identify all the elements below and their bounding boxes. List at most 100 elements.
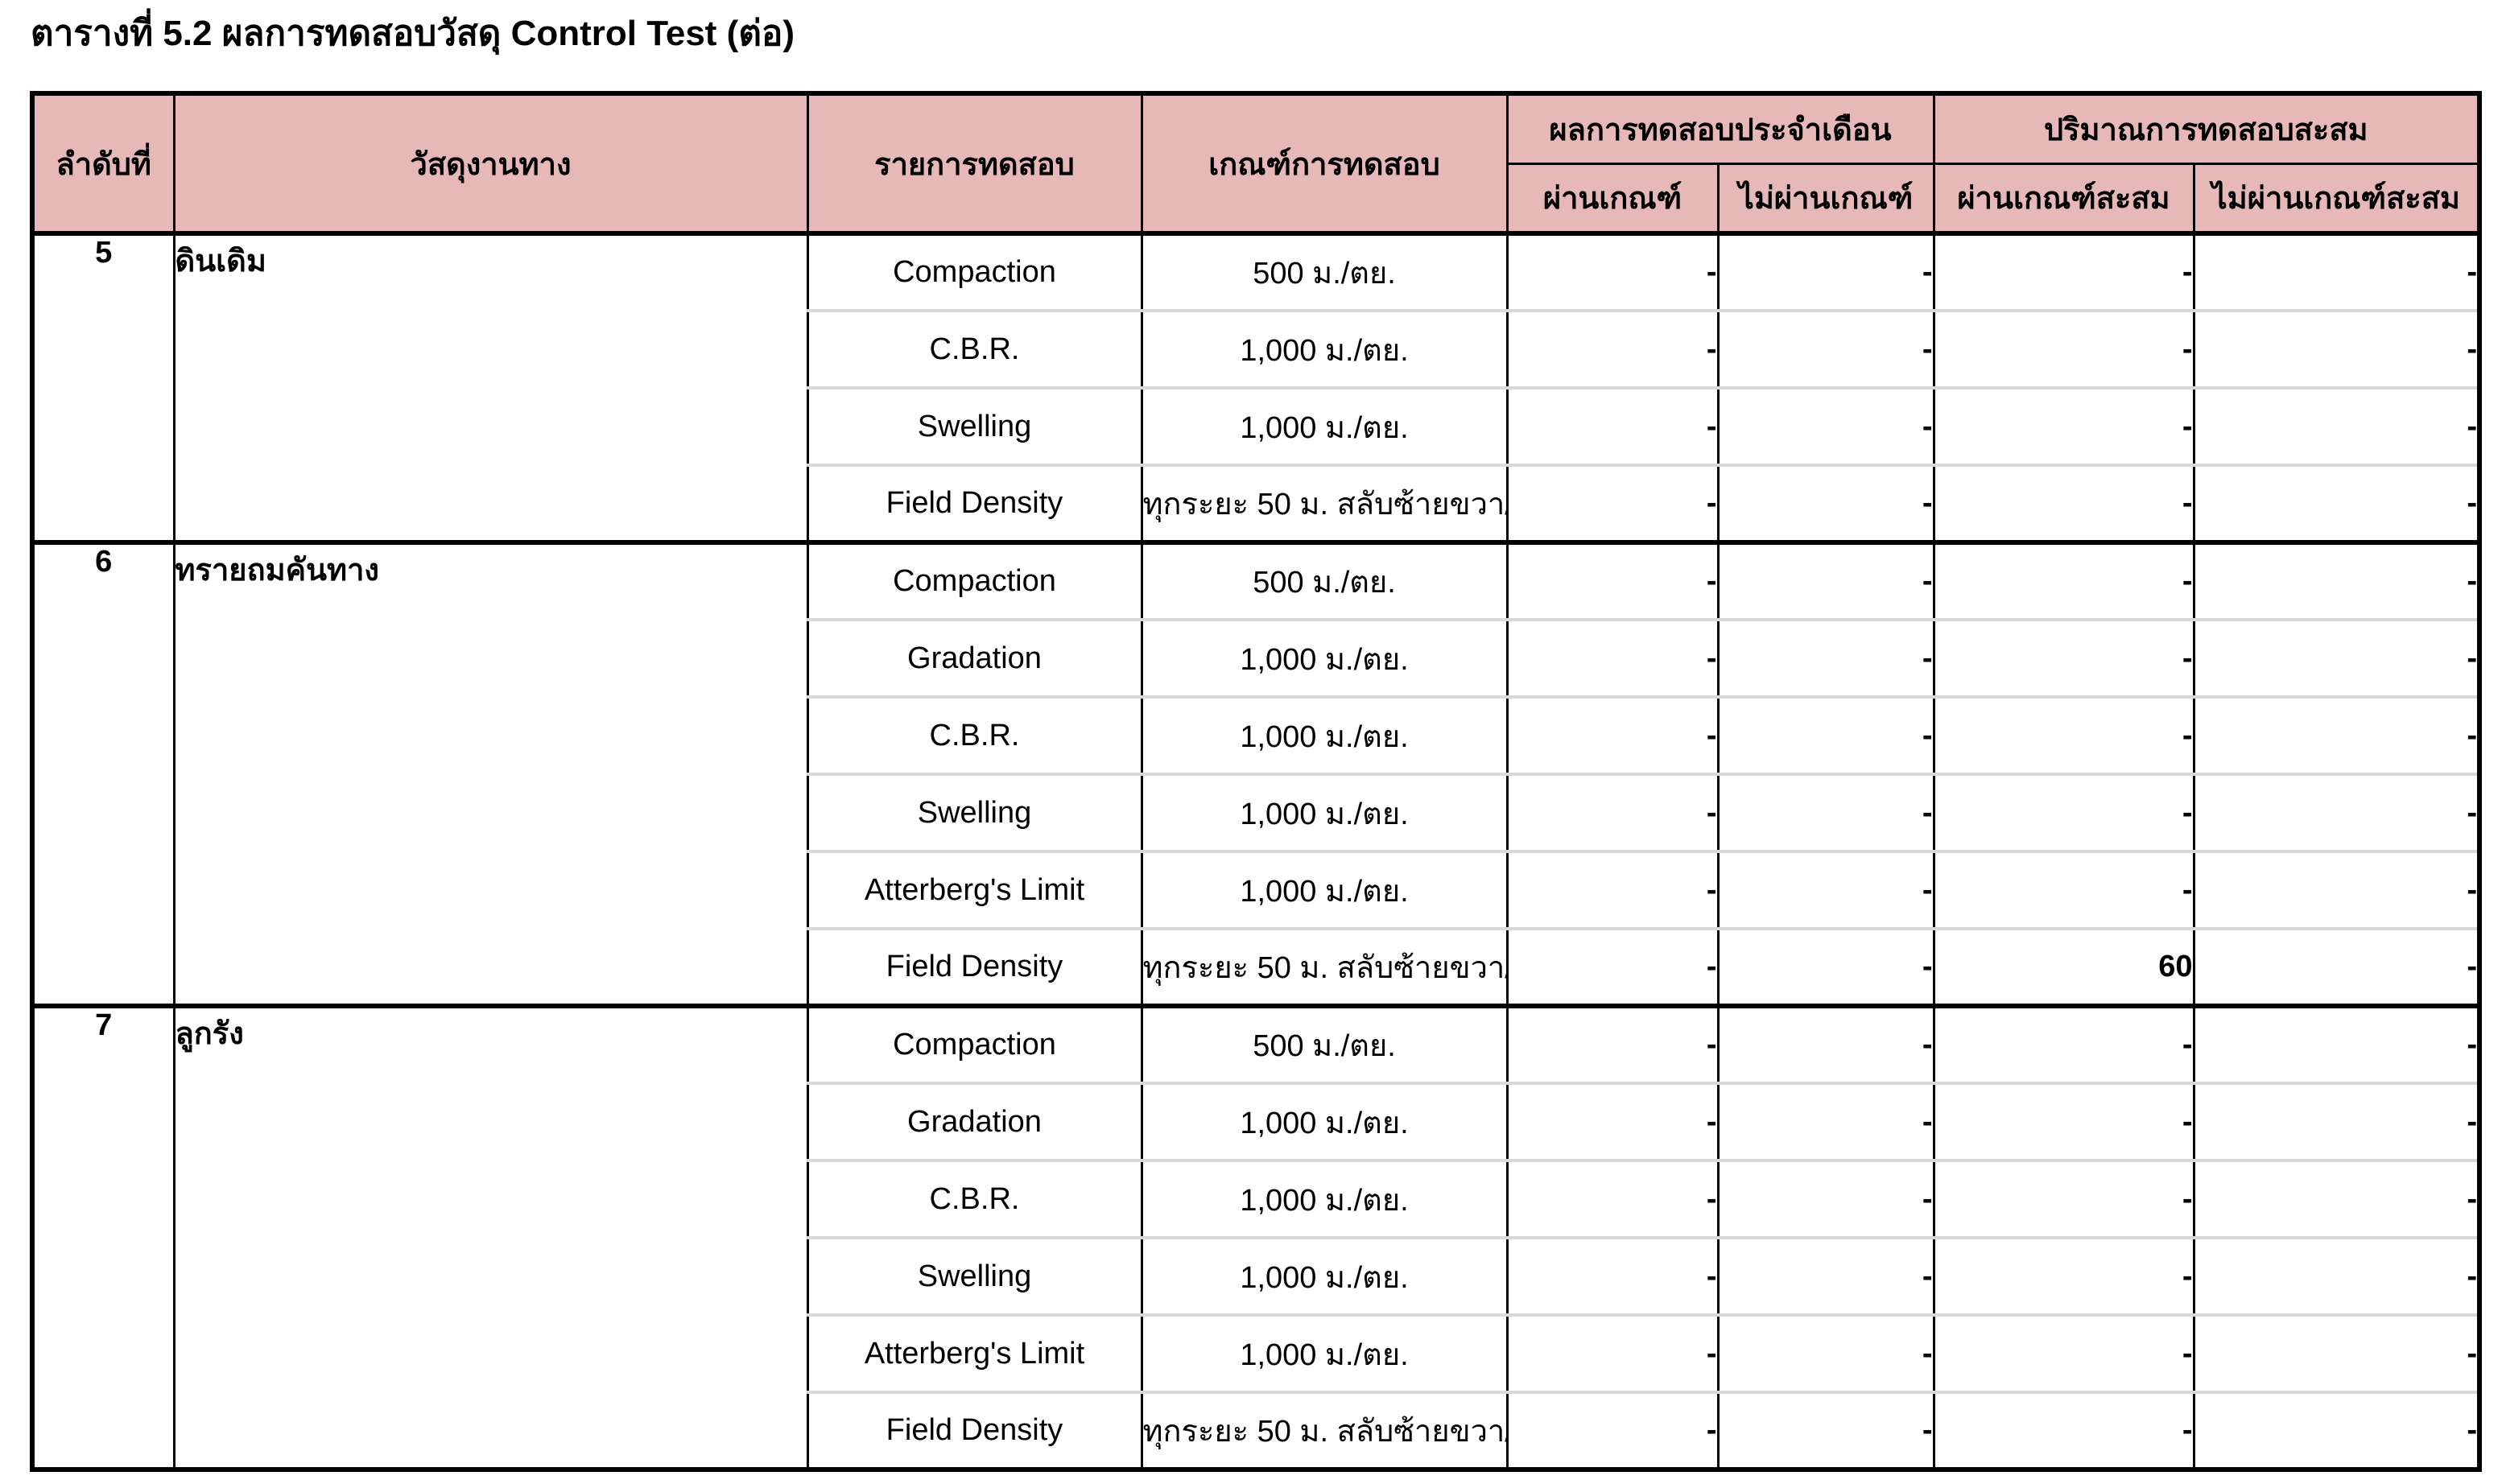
test-criteria: 1,000 ม./ตย. <box>1140 850 1509 929</box>
cum-pass-value: - <box>1932 1004 2195 1083</box>
group-number: 6 <box>31 540 175 1006</box>
cum-fail-value: - <box>2192 464 2481 542</box>
cum-pass-value: - <box>1932 1391 2195 1470</box>
cum-pass-value: - <box>1932 618 2195 697</box>
cum-fail-value: - <box>2192 695 2481 774</box>
monthly-fail-value: - <box>1716 1313 1935 1392</box>
monthly-fail-value: - <box>1716 386 1935 465</box>
col-header-no: ลำดับที่ <box>31 93 175 233</box>
cum-fail-value: - <box>2192 618 2481 697</box>
cum-fail-value: - <box>2192 927 2481 1006</box>
cum-fail-value: - <box>2192 1082 2481 1160</box>
monthly-fail-value: - <box>1716 850 1935 929</box>
test-name: Field Density <box>806 464 1143 542</box>
test-criteria: 1,000 ม./ตย. <box>1140 1236 1509 1315</box>
material-name: ดินเดิม <box>172 231 809 542</box>
monthly-pass-value: - <box>1505 464 1720 542</box>
cum-fail-value: - <box>2192 773 2481 851</box>
cum-fail-value: - <box>2192 540 2481 620</box>
header-row-subcolumns: ผ่านเกณฑ์ ไม่ผ่านเกณฑ์ ผ่านเกณฑ์สะสม ไม่… <box>32 162 2481 233</box>
monthly-pass-value: - <box>1505 1159 1720 1238</box>
cum-pass-value: - <box>1932 1082 2195 1160</box>
monthly-fail-value: - <box>1716 309 1935 388</box>
col-header-cum-fail: ไม่ผ่านเกณฑ์สะสม <box>2192 162 2481 233</box>
cum-pass-value: - <box>1932 231 2195 311</box>
test-criteria: ทุกระยะ 50 ม. สลับซ้ายขวา/ชั้น <box>1140 464 1509 542</box>
cum-pass-value: 60 <box>1932 927 2195 1006</box>
monthly-pass-value: - <box>1505 309 1720 388</box>
col-header-criteria: เกณฑ์การทดสอบ <box>1140 93 1509 233</box>
monthly-pass-value: - <box>1505 927 1720 1006</box>
monthly-fail-value: - <box>1716 231 1935 311</box>
monthly-pass-value: - <box>1505 1082 1720 1160</box>
test-criteria: 1,000 ม./ตย. <box>1140 386 1509 465</box>
table-row: Swelling 1,000 ม./ตย. - - - - <box>32 386 2481 465</box>
cum-pass-value: - <box>1932 1159 2195 1238</box>
test-name: Swelling <box>806 386 1143 465</box>
monthly-pass-value: - <box>1505 773 1720 851</box>
cum-pass-value: - <box>1932 773 2195 851</box>
monthly-fail-value: - <box>1716 540 1935 620</box>
test-criteria: 500 ม./ตย. <box>1140 1004 1509 1083</box>
test-name: Gradation <box>806 1082 1143 1160</box>
cum-fail-value: - <box>2192 1313 2481 1392</box>
test-name: Swelling <box>806 1236 1143 1315</box>
test-criteria: 1,000 ม./ตย. <box>1140 309 1509 388</box>
monthly-pass-value: - <box>1505 1313 1720 1392</box>
monthly-pass-value: - <box>1505 231 1720 311</box>
test-criteria: 500 ม./ตย. <box>1140 231 1509 311</box>
cum-fail-value: - <box>2192 309 2481 388</box>
monthly-fail-value: - <box>1716 1004 1935 1083</box>
table-row: C.B.R. 1,000 ม./ตย. - - - - <box>32 695 2481 774</box>
table-title: ตารางที่ 5.2 ผลการทดสอบวัสดุ Control Tes… <box>31 14 795 53</box>
col-header-monthly-fail: ไม่ผ่านเกณฑ์ <box>1716 162 1935 233</box>
test-name: Compaction <box>806 1004 1143 1083</box>
test-name: Swelling <box>806 773 1143 851</box>
table-row: C.B.R. 1,000 ม./ตย. - - - - <box>32 309 2481 388</box>
cum-pass-value: - <box>1932 540 2195 620</box>
material-name: ทรายถมคันทาง <box>172 540 809 1006</box>
monthly-fail-value: - <box>1716 1159 1935 1238</box>
col-header-material: วัสดุงานทาง <box>172 93 809 233</box>
monthly-pass-value: - <box>1505 540 1720 620</box>
cum-pass-value: - <box>1932 850 2195 929</box>
table-row: Swelling 1,000 ม./ตย. - - - - <box>32 1236 2481 1315</box>
table-row: Swelling 1,000 ม./ตย. - - - - <box>32 773 2481 851</box>
monthly-fail-value: - <box>1716 1082 1935 1160</box>
group-number: 5 <box>31 231 175 542</box>
cum-fail-value: - <box>2192 231 2481 311</box>
monthly-pass-value: - <box>1505 618 1720 697</box>
table-row: Gradation 1,000 ม./ตย. - - - - <box>32 618 2481 697</box>
monthly-pass-value: - <box>1505 1236 1720 1315</box>
header-row-groups: ลำดับที่ วัสดุงานทาง รายการทดสอบ เกณฑ์กา… <box>31 93 2481 233</box>
cum-fail-value: - <box>2192 1159 2481 1238</box>
monthly-fail-value: - <box>1716 1236 1935 1315</box>
monthly-fail-value: - <box>1716 618 1935 697</box>
cum-fail-value: - <box>2192 386 2481 465</box>
material-name: ลูกรัง <box>172 1004 809 1470</box>
test-criteria: 1,000 ม./ตย. <box>1140 695 1509 774</box>
test-name: Compaction <box>806 231 1143 311</box>
test-criteria: 1,000 ม./ตย. <box>1140 1313 1509 1392</box>
monthly-fail-value: - <box>1716 695 1935 774</box>
col-header-cum-pass: ผ่านเกณฑ์สะสม <box>1932 162 2195 233</box>
test-criteria: 1,000 ม./ตย. <box>1140 773 1509 851</box>
table-row: 7 ลูกรัง Compaction 500 ม./ตย. - - - - <box>31 1004 2481 1470</box>
cum-fail-value: - <box>2192 1004 2481 1083</box>
table-body: 5 ดินเดิม Compaction 500 ม./ตย. - - - - … <box>31 231 2481 1470</box>
cum-pass-value: - <box>1932 1236 2195 1315</box>
table-row: C.B.R. 1,000 ม./ตย. - - - - <box>32 1159 2481 1238</box>
test-criteria: 1,000 ม./ตย. <box>1140 618 1509 697</box>
table-row: Atterberg's Limit 1,000 ม./ตย. - - - - <box>32 1313 2481 1392</box>
col-header-test: รายการทดสอบ <box>806 93 1143 233</box>
monthly-pass-value: - <box>1505 386 1720 465</box>
table-row: 6 ทรายถมคันทาง Compaction 500 ม./ตย. - -… <box>31 540 2481 1006</box>
cum-pass-value: - <box>1932 464 2195 542</box>
control-test-table: ลำดับที่ วัสดุงานทาง รายการทดสอบ เกณฑ์กา… <box>30 91 2483 1472</box>
table-row: Field Density ทุกระยะ 50 ม. สลับซ้ายขวา/… <box>32 1391 2481 1470</box>
table-header: ลำดับที่ วัสดุงานทาง รายการทดสอบ เกณฑ์กา… <box>31 93 2481 233</box>
monthly-fail-value: - <box>1716 773 1935 851</box>
table-row: Gradation 1,000 ม./ตย. - - - - <box>32 1082 2481 1160</box>
cum-fail-value: - <box>2192 1236 2481 1315</box>
